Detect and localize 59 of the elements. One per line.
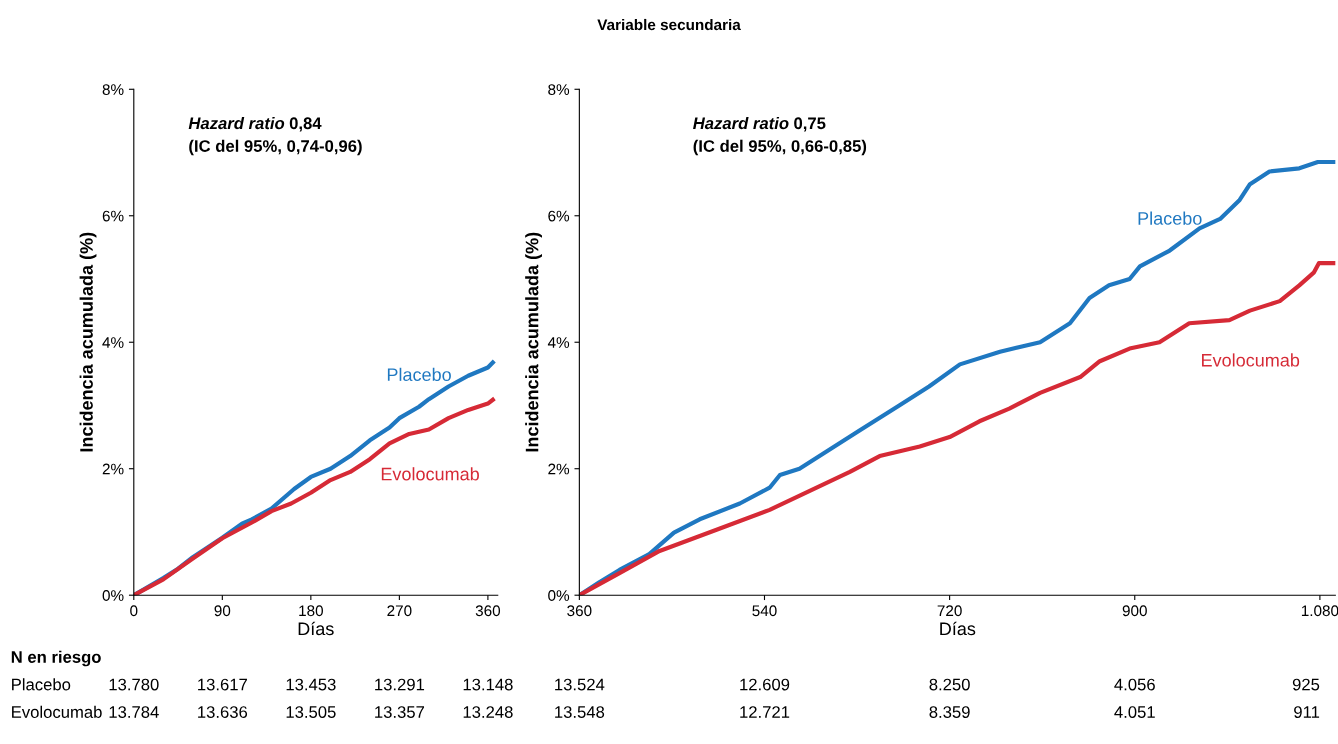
y-tick-label: 0% [102, 590, 124, 601]
text: 13.357 [375, 706, 425, 718]
y-tick-label: 6% [548, 210, 570, 222]
y-tick-label: 4% [547, 337, 570, 348]
x-tick-label: 270 [387, 605, 412, 617]
y-tick-label: 0% [548, 590, 570, 601]
text: 13.636 [198, 706, 248, 718]
text: 13.248 [463, 706, 513, 718]
text: 8.250 [929, 678, 970, 691]
annotation: Hazard ratio [693, 116, 789, 130]
x-tick-label: 360 [475, 605, 501, 617]
text: 13.291 [375, 678, 425, 691]
text: Placebo [12, 678, 71, 691]
y-tick-label: 6% [102, 210, 124, 222]
series-label: Evolocumab [1202, 353, 1300, 367]
text: N en riesgo [11, 650, 101, 667]
annotation: (IC del 95%, 0,74-0,96) [189, 139, 362, 156]
y-tick-label: 8% [548, 84, 570, 95]
x-tick-label: 90 [214, 605, 231, 617]
text: 13.617 [198, 678, 247, 691]
series-label: Evolocumab [381, 467, 479, 481]
x-tick-label: 540 [752, 605, 777, 617]
x-axis-title: Días [298, 621, 334, 636]
text: 8.359 [929, 706, 970, 718]
text: 4.056 [1114, 678, 1155, 691]
text: 13.453 [286, 678, 336, 691]
x-tick-label: 0 [130, 605, 138, 617]
text: 13.548 [555, 706, 605, 718]
x-tick-label: 1.080 [1301, 605, 1338, 617]
y-tick-label: 8% [102, 84, 124, 95]
y-axis-title: Incidencia acumulada (%) [525, 232, 542, 452]
line-series [133, 397, 495, 596]
x-axis-title: Días [940, 621, 976, 636]
text: 4.051 [1114, 706, 1155, 718]
text: 13.780 [109, 678, 159, 691]
annotation: Hazard ratio [188, 116, 285, 130]
y-tick-label: 2% [548, 463, 570, 475]
series-label: Placebo [387, 367, 451, 382]
text: 12.721 [740, 706, 790, 718]
annotation: 0,75 [794, 117, 826, 132]
text: 12.609 [740, 678, 790, 691]
y-tick-label: 2% [102, 463, 124, 475]
text: 925 [1292, 678, 1320, 691]
chart-title: Variable secundaria [597, 18, 741, 31]
x-tick-label: 360 [567, 605, 592, 617]
text: 13.148 [463, 678, 513, 691]
text: 13.524 [555, 678, 605, 691]
y-axis-title: Incidencia acumulada (%) [79, 232, 97, 452]
x-tick-label: 180 [299, 605, 323, 617]
annotation: 0,84 [289, 117, 322, 132]
y-tick-label: 4% [102, 337, 124, 348]
series-label: Placebo [1138, 211, 1202, 225]
text: 911 [1294, 706, 1320, 718]
text: 13.784 [109, 706, 159, 718]
annotation: (IC del 95%, 0,66-0,85) [693, 139, 867, 156]
text: Evolocumab [12, 705, 102, 718]
x-tick-label: 720 [937, 605, 962, 617]
x-tick-label: 900 [1122, 605, 1147, 617]
text: 13.505 [286, 706, 336, 718]
